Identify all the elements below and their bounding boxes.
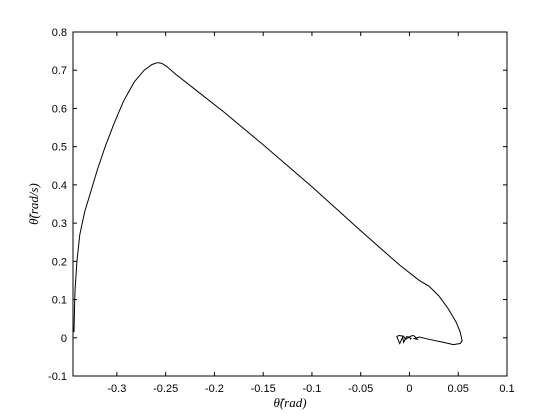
x-tick-label: 0.1 [499,383,514,395]
x-axis-label: θ̃(rad) [273,395,306,410]
y-axis-ticks [73,31,507,377]
y-tick-label: 0.2 [52,256,67,268]
y-tick-label: 0.5 [52,142,67,154]
series-line-trajectory [73,62,463,346]
x-tick-label: -0.25 [153,383,178,395]
x-axis-ticks [116,32,508,376]
y-axis-tick-labels: -0.1 0 0.1 0.2 0.3 0.4 0.5 0.6 0.7 0.8 [48,27,67,383]
y-axis-label: θ̃̇(rad/s) [26,183,41,225]
y-tick-label: -0.1 [48,371,67,383]
y-tick-label: 0.4 [52,180,67,192]
x-tick-label: -0.05 [348,383,373,395]
x-tick-label: 0 [406,383,412,395]
x-tick-label: -0.1 [302,383,321,395]
y-tick-label: 0.8 [52,27,67,39]
x-tick-label: -0.3 [107,383,126,395]
x-axis-tick-labels: -0.3 -0.25 -0.2 -0.15 -0.1 -0.05 0 0.05 0.1 [107,383,514,395]
y-tick-label: 0.3 [52,218,67,230]
y-tick-label: 0 [61,333,67,345]
y-tick-label: 0.1 [52,295,67,307]
x-tick-label: 0.05 [448,383,469,395]
y-tick-label: 0.7 [52,65,67,77]
x-tick-label: -0.15 [251,383,276,395]
y-tick-label: 0.6 [52,103,67,115]
x-tick-label: -0.2 [205,383,224,395]
plot-area [72,31,508,377]
